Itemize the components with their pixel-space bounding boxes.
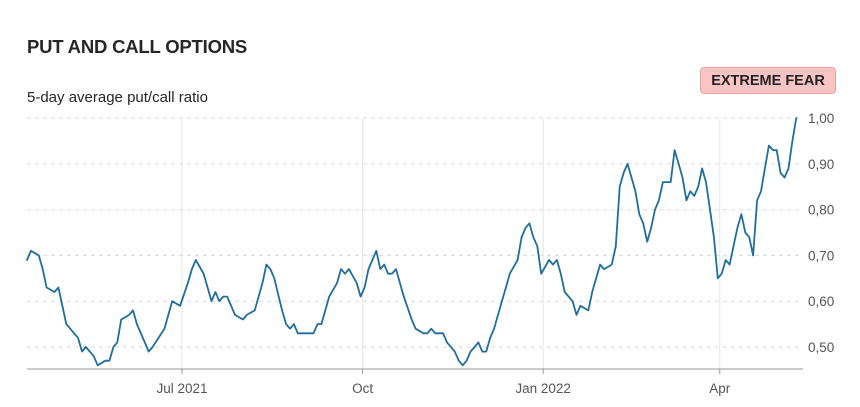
x-tick-label: Apr: [709, 381, 731, 396]
x-tick-label: Jul 2021: [157, 381, 208, 396]
put-call-ratio-line: [26, 117, 798, 367]
y-tick-label: 0,80: [808, 203, 834, 218]
series-layer: [26, 117, 798, 367]
y-tick-label: 0,60: [808, 294, 834, 309]
y-tick-label: 0,50: [808, 340, 834, 355]
y-tick-label: 0,70: [808, 248, 834, 263]
chart-subtitle: 5-day average put/call ratio: [27, 89, 208, 106]
y-tick-labels: 0,50 0,60 0,70 0,80 0,90 1,00: [808, 111, 834, 355]
sentiment-badge: EXTREME FEAR: [700, 67, 836, 94]
y-tick-label: 1,00: [808, 111, 834, 126]
x-tick-label: Jan 2022: [515, 381, 571, 396]
chart-title: PUT AND CALL OPTIONS: [27, 36, 248, 57]
x-tick-labels: Jul 2021 Oct Jan 2022 Apr: [157, 381, 731, 396]
horizontal-gridlines: [27, 117, 803, 348]
vertical-gridlines: [181, 119, 721, 374]
y-tick-label: 0,90: [808, 157, 834, 172]
x-tick-label: Oct: [352, 381, 373, 396]
